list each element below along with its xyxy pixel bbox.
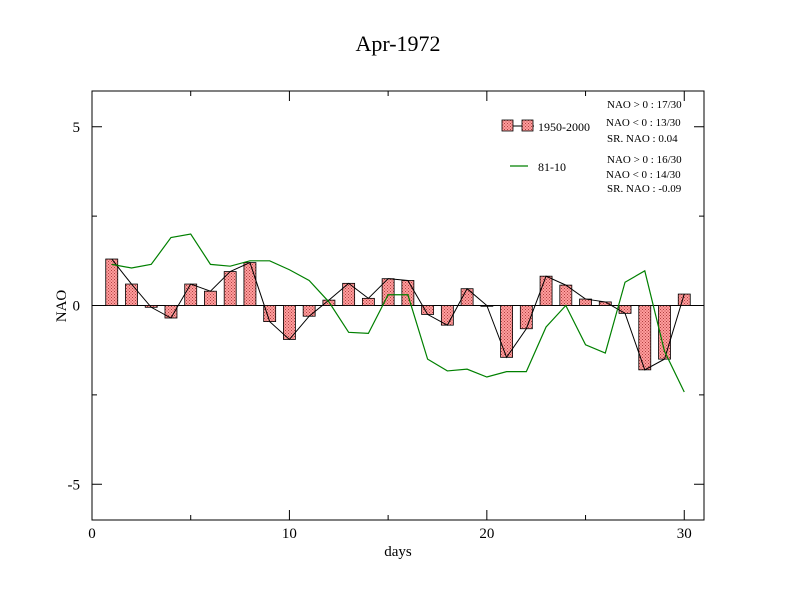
- line-series-81-10: [111, 233, 685, 393]
- bar-connector-line: [111, 258, 685, 371]
- bar-day-16: [401, 280, 415, 306]
- bar-day-18: [440, 305, 454, 326]
- tick-labels: 0 10 20 30 -5 0 5: [68, 120, 692, 542]
- x-tick-label: 0: [88, 526, 96, 542]
- legend-stat: SR. NAO : 0.04: [607, 133, 678, 145]
- x-tick-label: 30: [677, 526, 692, 542]
- chart-title: Apr-1972: [355, 31, 440, 56]
- bar-day-23: [539, 275, 553, 306]
- y-tick-label: -5: [68, 477, 81, 493]
- bar-series-connector: [111, 258, 685, 371]
- bar-day-6: [204, 290, 217, 306]
- legend-stat: NAO > 0 : 16/30: [607, 154, 682, 166]
- legend-label-1950-2000: 1950-2000: [538, 120, 590, 134]
- bar-day-1: [105, 258, 119, 306]
- legend: 1950-2000 81-10 NAO > 0 : 17/30 NAO < 0 …: [501, 99, 682, 195]
- axes: [91, 90, 705, 521]
- bar-day-27: [618, 305, 632, 314]
- y-tick-label: 0: [73, 299, 81, 315]
- legend-stat: NAO > 0 : 17/30: [607, 99, 682, 111]
- legend-stat: NAO < 0 : 14/30: [606, 169, 681, 181]
- bar-day-5: [184, 283, 198, 306]
- legend-bar-swatch: [521, 119, 534, 132]
- bar-series-1950-2000: [105, 258, 691, 371]
- bar-day-7: [223, 271, 237, 306]
- bar-day-28: [638, 305, 652, 371]
- bar-day-14: [361, 297, 375, 306]
- bar-day-8: [243, 262, 257, 306]
- x-tick-label: 20: [479, 526, 494, 542]
- legend-bar-swatch: [501, 119, 514, 132]
- bar-day-21: [500, 305, 513, 358]
- line-81-10: [111, 233, 685, 393]
- legend-label-81-10: 81-10: [538, 160, 566, 174]
- bar-day-11: [302, 305, 316, 317]
- x-tick-label: 10: [282, 526, 297, 542]
- legend-stat: SR. NAO : -0.09: [607, 183, 682, 195]
- x-axis-label: days: [384, 544, 412, 560]
- legend-stat: NAO < 0 : 13/30: [606, 117, 681, 129]
- y-axis-label: NAO: [54, 290, 70, 323]
- bar-day-2: [125, 283, 138, 306]
- y-tick-label: 5: [73, 120, 81, 136]
